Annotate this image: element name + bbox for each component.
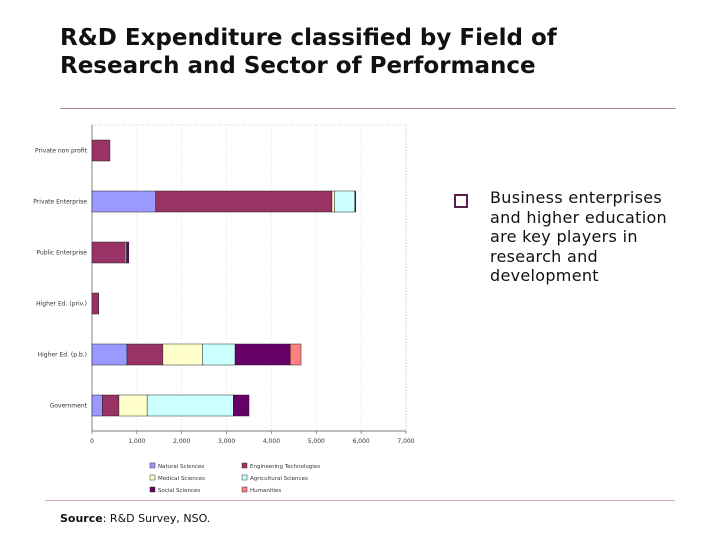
legend-swatch: [149, 486, 156, 493]
bar-segment: [290, 343, 302, 366]
legend-label: Medical Sciences: [158, 476, 205, 482]
x-tick-label: 5,000: [308, 438, 325, 445]
bar-segment: [155, 190, 333, 213]
bar-segment: [162, 343, 203, 366]
bar-segment: [102, 394, 120, 417]
x-tick-label: 1,000: [128, 438, 145, 445]
x-tick-label: 7,000: [397, 438, 414, 445]
bar-segment: [91, 139, 111, 162]
legend-swatch: [241, 474, 248, 481]
source-note: Source: R&D Survey, NSO.: [60, 512, 210, 525]
bar-segment: [91, 343, 128, 366]
slide-title: R&D Expenditure classified by Field of R…: [60, 25, 557, 79]
y-category-label: Public Enterprise: [36, 250, 87, 257]
bullet-text: Business enterprises and higher educatio…: [490, 188, 667, 285]
source-label: Source: [60, 512, 103, 525]
footer-divider: [45, 500, 675, 501]
y-category-label: Private non profit: [35, 148, 88, 155]
bar-segment: [233, 394, 250, 417]
legend-label: Agricultural Sciences: [250, 476, 308, 482]
bar-segment: [334, 190, 356, 213]
source-text: : R&D Survey, NSO.: [102, 512, 211, 525]
y-category-label: Private Enterprise: [33, 199, 87, 206]
y-category-label: Higher Ed. (p.b.): [38, 352, 87, 359]
bar-segment: [126, 343, 164, 366]
bar-segment: [331, 190, 335, 213]
title-divider: [60, 108, 676, 109]
x-tick-label: 0: [90, 438, 94, 445]
legend-label: Engineering Technologies: [250, 464, 320, 470]
y-category-label: Higher Ed. (priv.): [36, 301, 87, 308]
legend-swatch: [149, 462, 156, 469]
x-tick-label: 6,000: [353, 438, 370, 445]
legend-swatch: [149, 474, 156, 481]
legend-swatch: [241, 462, 248, 469]
legend-swatch: [241, 486, 248, 493]
plot-frame: [91, 124, 407, 432]
bar-segment: [234, 343, 291, 366]
y-category-label: Government: [50, 403, 88, 410]
bar-segment: [118, 394, 148, 417]
bar-segment: [91, 241, 126, 264]
legend-label: Social Sciences: [158, 488, 200, 494]
legend-label: Natural Sciences: [158, 464, 204, 470]
bar-segment: [91, 292, 99, 315]
bar-segment: [146, 394, 234, 417]
x-tick-label: 4,000: [263, 438, 280, 445]
x-tick-label: 3,000: [218, 438, 235, 445]
bar-segment: [126, 241, 130, 264]
legend-label: Humanities: [250, 488, 281, 494]
bar-segment: [202, 343, 236, 366]
x-tick-label: 2,000: [173, 438, 190, 445]
stacked-bar-chart: 0 1,000 2,000 3,000 4,000 5,000 6,000 7,000 Priv…: [33, 124, 415, 494]
bullet-icon: [454, 194, 468, 208]
bar-segment: [91, 394, 103, 417]
bar-segment: [91, 190, 156, 213]
bar-segment: [354, 190, 357, 213]
